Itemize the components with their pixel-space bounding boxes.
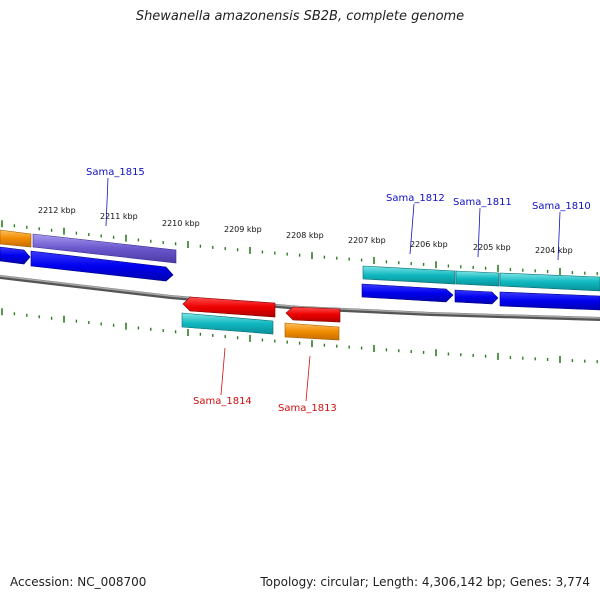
- scale-label: 2209 kbp: [224, 225, 262, 234]
- scale-label: 2205 kbp: [473, 243, 511, 252]
- cds-arrow[interactable]: [454, 289, 499, 305]
- feature-orange[interactable]: [0, 229, 32, 248]
- scale-label: 2210 kbp: [162, 219, 200, 228]
- forward-scale-ticks: [1, 220, 598, 276]
- feature-cyan[interactable]: [362, 265, 456, 285]
- scale-label: 2211 kbp: [100, 212, 138, 221]
- gene-label-sama-1810[interactable]: Sama_1810: [532, 201, 591, 212]
- scale-labels: 2212 kbp 2211 kbp 2210 kbp 2209 kbp 2208…: [38, 206, 573, 255]
- accession-text: Accession: NC_008700: [10, 575, 147, 589]
- scale-label: 2208 kbp: [286, 231, 324, 240]
- scale-label: 2207 kbp: [348, 236, 386, 245]
- reverse-scale-ticks: [1, 308, 598, 364]
- reverse-features: [181, 296, 341, 341]
- label-leaders: [105, 177, 561, 402]
- feature-cyan[interactable]: [181, 312, 274, 335]
- cds-arrow-reverse[interactable]: [285, 306, 341, 323]
- gene-label-sama-1815[interactable]: Sama_1815: [86, 167, 145, 178]
- feature-orange[interactable]: [284, 322, 340, 341]
- cds-arrow[interactable]: [0, 246, 31, 265]
- gene-label-sama-1814[interactable]: Sama_1814: [193, 396, 252, 407]
- scale-label: 2206 kbp: [410, 240, 448, 249]
- cds-arrow[interactable]: [499, 291, 600, 311]
- feature-cyan[interactable]: [499, 272, 600, 292]
- forward-features: [0, 229, 600, 311]
- cds-arrow[interactable]: [361, 283, 454, 303]
- gene-label-sama-1811[interactable]: Sama_1811: [453, 197, 512, 208]
- map-title: Shewanella amazonensis SB2B, complete ge…: [135, 9, 465, 24]
- feature-cyan[interactable]: [455, 270, 500, 287]
- gene-label-sama-1812[interactable]: Sama_1812: [386, 193, 445, 204]
- scale-label: 2212 kbp: [38, 206, 76, 215]
- gene-labels: Sama_1815 Sama_1812 Sama_1811 Sama_1810 …: [86, 167, 591, 414]
- genome-summary-text: Topology: circular; Length: 4,306,142 bp…: [260, 575, 590, 589]
- scale-label: 2204 kbp: [535, 246, 573, 255]
- feature-purple[interactable]: [32, 233, 177, 264]
- cds-arrow[interactable]: [30, 250, 174, 282]
- cds-arrow-reverse[interactable]: [182, 296, 276, 318]
- gene-label-sama-1813[interactable]: Sama_1813: [278, 403, 337, 414]
